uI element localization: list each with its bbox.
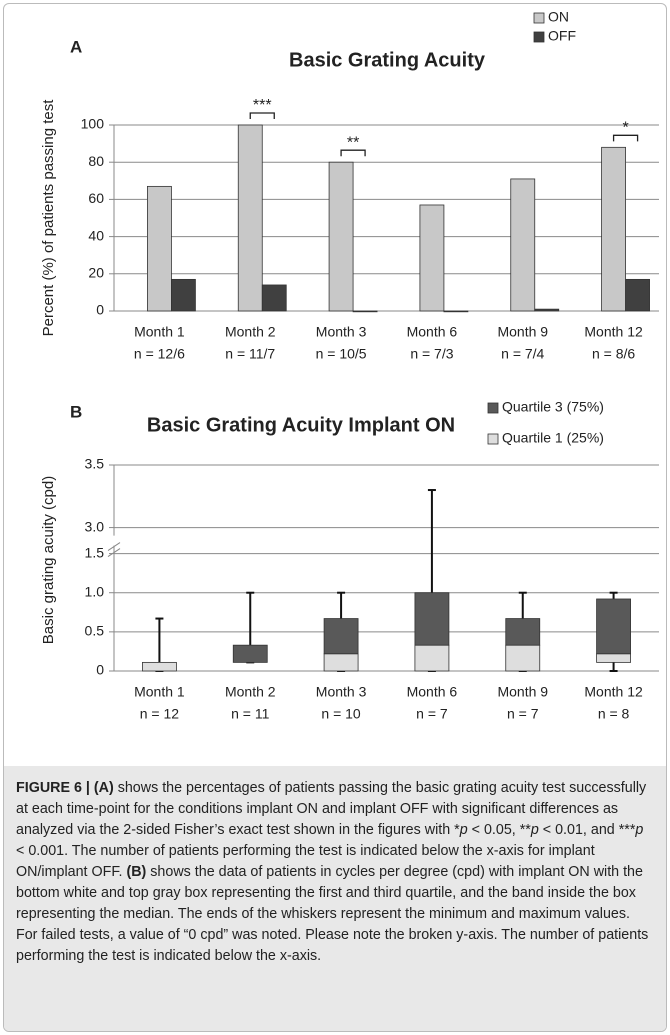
bar — [328, 161, 354, 312]
bar — [534, 308, 560, 312]
significance-label: * — [622, 120, 628, 137]
panel-letter: A — [70, 37, 82, 56]
sample-size-label: n = 11/7 — [225, 346, 275, 362]
sample-size-label: n = 7/3 — [410, 346, 453, 362]
caption-text: < 0.05, ** — [467, 822, 531, 838]
bar — [261, 284, 287, 312]
significance-bracket — [340, 149, 366, 157]
sample-size-label: n = 10/5 — [316, 346, 367, 362]
caption: FIGURE 6 | (A) shows the percentages of … — [4, 766, 666, 1031]
x-tick-label: Month 1 — [134, 684, 185, 700]
legend-label: ON — [548, 9, 569, 25]
axis-break — [107, 548, 121, 557]
caption-text: shows the data of patients in cycles per… — [16, 864, 649, 964]
caption-text: < 0.01, and *** — [538, 822, 636, 838]
box-lower — [414, 644, 450, 672]
box-upper — [232, 644, 268, 663]
legend-label: Quartile 1 (25%) — [502, 430, 604, 446]
caption-text: p — [459, 822, 468, 838]
legend-swatch — [487, 402, 499, 414]
significance-bracket — [612, 134, 639, 142]
y-tick-label: 3.5 — [85, 456, 105, 472]
sample-size-label: n = 10 — [321, 706, 361, 722]
y-tick-label: 60 — [88, 190, 104, 206]
legend-label: OFF — [548, 28, 576, 44]
bar — [147, 185, 172, 312]
caption-text: p — [635, 822, 644, 838]
sample-size-label: n = 7 — [507, 706, 539, 722]
significance-label: *** — [253, 97, 272, 114]
x-tick-label: Month 9 — [497, 684, 548, 700]
legend-swatch — [487, 433, 499, 445]
legend-label: Quartile 3 (75%) — [502, 399, 604, 415]
sample-size-label: n = 8 — [598, 706, 630, 722]
caption-text: FIGURE 6 | (A) — [16, 780, 114, 796]
bar — [443, 310, 469, 313]
bar — [625, 278, 650, 312]
chart-title: Basic Grating Acuity Implant ON — [147, 414, 455, 436]
significance-label: ** — [347, 134, 359, 151]
caption-text: (B) — [126, 864, 147, 880]
y-tick-label: 100 — [81, 116, 105, 132]
y-tick-label: 0 — [96, 662, 104, 678]
sample-size-label: n = 7/4 — [501, 346, 544, 362]
box-upper — [414, 592, 450, 646]
box-lower — [323, 653, 359, 672]
x-tick-label: Month 1 — [134, 324, 185, 340]
y-tick-label: 0.5 — [85, 623, 105, 639]
x-tick-label: Month 6 — [407, 324, 458, 340]
box-lower — [596, 653, 631, 663]
y-tick-label: 80 — [88, 153, 104, 169]
bar — [171, 278, 196, 312]
chart-title: Basic Grating Acuity — [289, 49, 486, 71]
sample-size-label: n = 7 — [416, 706, 448, 722]
sample-size-label: n = 11 — [231, 706, 269, 722]
x-tick-label: Month 9 — [497, 324, 548, 340]
y-axis-label: Percent (%) of patients passing test — [40, 99, 57, 337]
caption-text: p — [530, 822, 539, 838]
x-tick-label: Month 6 — [407, 684, 458, 700]
y-tick-label: 3.0 — [85, 518, 105, 534]
box-upper — [505, 618, 541, 646]
y-tick-label: 1.0 — [85, 583, 105, 599]
box-upper — [596, 598, 631, 655]
x-tick-label: Month 3 — [316, 684, 367, 700]
y-tick-label: 20 — [88, 265, 104, 281]
y-tick-label: 40 — [88, 227, 104, 243]
y-tick-label: 0 — [96, 302, 104, 318]
x-tick-label: Month 3 — [316, 324, 367, 340]
sample-size-label: n = 8/6 — [592, 346, 635, 362]
bar — [352, 310, 378, 313]
legend-swatch — [533, 31, 545, 43]
caption-text: shows the percentages of patients passin… — [16, 780, 647, 838]
x-tick-label: Month 12 — [584, 684, 643, 700]
x-tick-label: Month 2 — [225, 684, 276, 700]
y-axis-label: Basic grating acuity (cpd) — [40, 476, 57, 644]
box-lower — [142, 661, 177, 672]
x-tick-label: Month 2 — [225, 324, 276, 340]
y-tick-label: 1.5 — [85, 544, 105, 560]
panel-letter: B — [70, 402, 82, 421]
significance-bracket — [249, 112, 275, 119]
axis-break — [107, 542, 121, 551]
bar — [419, 204, 445, 312]
bar — [237, 124, 263, 312]
figure: A Basic Grating Acuity Percent (%) of pati… — [3, 3, 667, 1032]
bar — [510, 178, 536, 312]
sample-size-label: n = 12 — [140, 706, 180, 722]
caption-text: < 0.001. The number of patients performi… — [16, 843, 595, 880]
x-tick-label: Month 12 — [584, 324, 643, 340]
box-upper — [323, 618, 359, 655]
sample-size-label: n = 12/6 — [134, 346, 185, 362]
legend-swatch — [533, 12, 545, 24]
bar — [601, 146, 626, 312]
charts: A Basic Grating Acuity Percent (%) of pati… — [40, 9, 659, 722]
box-lower — [505, 644, 541, 672]
